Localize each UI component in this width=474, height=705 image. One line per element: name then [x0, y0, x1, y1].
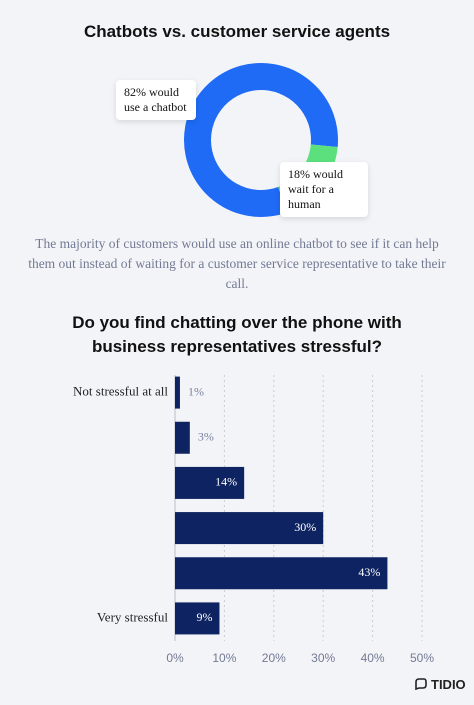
x-tick-label: 20% [262, 651, 286, 665]
donut-slice [183, 62, 338, 217]
x-tick-label: 0% [166, 651, 184, 665]
brand-name: TIDIO [431, 677, 466, 692]
category-label: Very stressful [97, 609, 169, 624]
value-label: 9% [196, 610, 212, 624]
callout: 18% would wait for a human [280, 162, 368, 217]
bar-title: Do you find chatting over the phone with… [72, 313, 402, 356]
value-label: 3% [198, 430, 214, 444]
bar [175, 512, 324, 545]
bar [175, 376, 180, 409]
value-label: 1% [188, 384, 204, 398]
bar [175, 421, 190, 454]
bar [175, 557, 388, 590]
brand: TIDIO [414, 677, 466, 692]
x-tick-label: 10% [212, 651, 236, 665]
x-tick-label: 30% [311, 651, 335, 665]
x-tick-label: 50% [410, 651, 434, 665]
category-label: Not stressful at all [73, 384, 168, 399]
bar [175, 466, 245, 499]
value-label: 14% [215, 475, 237, 489]
donut-title: Chatbots vs. customer service agents [83, 22, 391, 41]
value-label: 43% [358, 565, 380, 579]
value-label: 30% [294, 520, 316, 534]
bar [175, 602, 220, 635]
brand-icon [415, 678, 427, 691]
callout: 82% would use a chatbot [116, 80, 196, 120]
x-tick-label: 40% [361, 651, 385, 665]
caption: The majority of customers would use an o… [28, 236, 446, 291]
